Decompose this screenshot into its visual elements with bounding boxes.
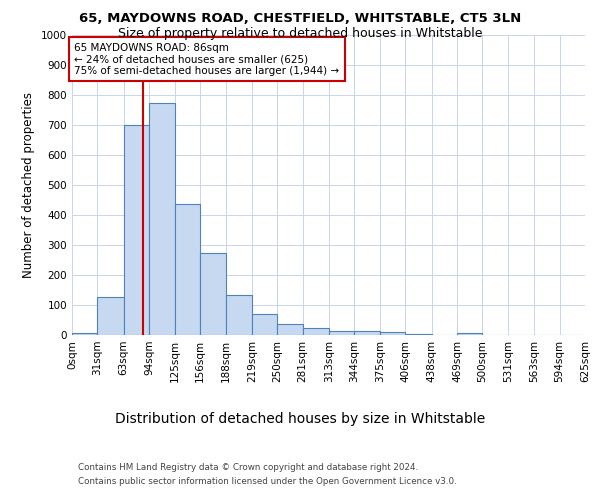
Text: Contains HM Land Registry data © Crown copyright and database right 2024.: Contains HM Land Registry data © Crown c… — [78, 464, 418, 472]
Bar — [124, 125, 149, 335]
Bar — [97, 296, 124, 335]
Bar — [457, 332, 482, 335]
Bar — [405, 334, 431, 335]
Bar — [252, 314, 277, 335]
Text: Contains public sector information licensed under the Open Government Licence v3: Contains public sector information licen… — [78, 477, 457, 486]
Bar — [329, 331, 355, 335]
Bar — [355, 331, 380, 335]
Bar — [302, 328, 329, 335]
Y-axis label: Number of detached properties: Number of detached properties — [22, 92, 35, 278]
Bar — [380, 332, 405, 335]
Text: Distribution of detached houses by size in Whitstable: Distribution of detached houses by size … — [115, 412, 485, 426]
Text: Size of property relative to detached houses in Whitstable: Size of property relative to detached ho… — [118, 28, 482, 40]
Bar — [226, 295, 252, 335]
Bar — [149, 102, 175, 335]
Text: 65 MAYDOWNS ROAD: 86sqm
← 24% of detached houses are smaller (625)
75% of semi-d: 65 MAYDOWNS ROAD: 86sqm ← 24% of detache… — [74, 42, 340, 76]
Bar — [200, 252, 226, 335]
Bar — [72, 332, 97, 335]
Text: 65, MAYDOWNS ROAD, CHESTFIELD, WHITSTABLE, CT5 3LN: 65, MAYDOWNS ROAD, CHESTFIELD, WHITSTABL… — [79, 12, 521, 26]
Bar — [175, 204, 200, 335]
Bar — [277, 324, 302, 335]
